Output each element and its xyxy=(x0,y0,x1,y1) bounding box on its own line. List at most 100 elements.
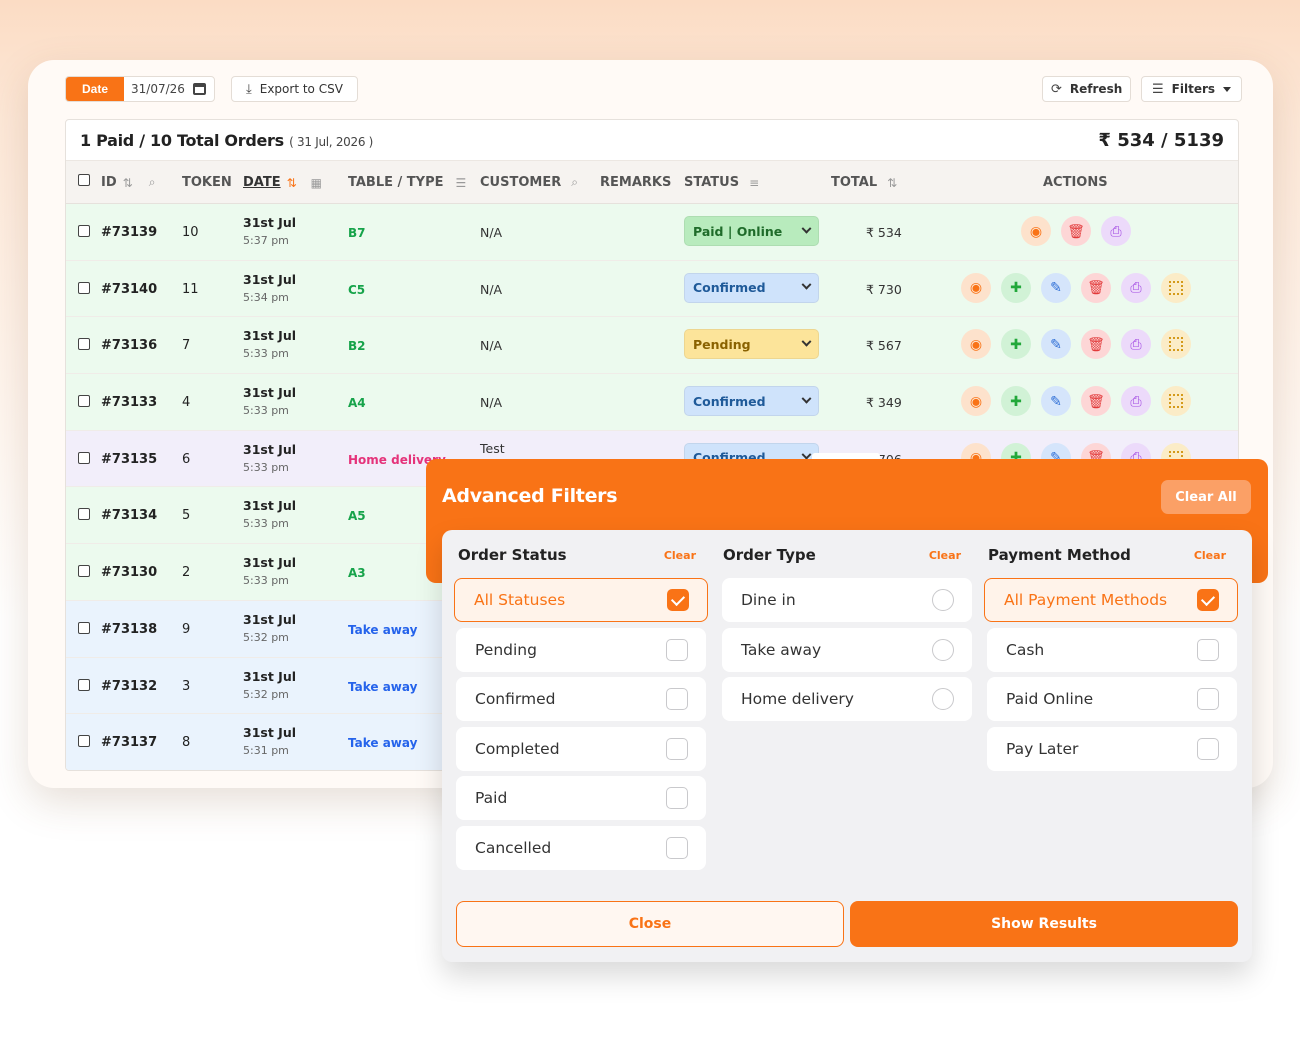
checkbox[interactable] xyxy=(666,688,688,710)
select-all-checkbox[interactable] xyxy=(78,174,90,186)
checkbox[interactable] xyxy=(1197,639,1219,661)
eye-icon[interactable]: ◉ xyxy=(961,386,991,417)
row-checkbox[interactable] xyxy=(78,451,90,464)
eye-icon[interactable]: ◉ xyxy=(961,272,991,303)
search-icon[interactable]: ⌕ xyxy=(571,175,578,189)
list-icon[interactable]: ☰ xyxy=(455,175,467,190)
search-icon[interactable]: ⌕ xyxy=(148,175,156,189)
status-option-confirmed[interactable]: Confirmed xyxy=(456,677,706,721)
status-option-cancelled[interactable]: Cancelled xyxy=(456,826,706,870)
table-row[interactable]: #73133 4 31st Jul 5:33 pm A4 N/A Confirme… xyxy=(66,374,1238,431)
status-dropdown[interactable]: Confirmed xyxy=(684,272,819,303)
qr-code-icon[interactable] xyxy=(1161,272,1191,303)
radio-button[interactable] xyxy=(932,589,954,611)
order-type-clear[interactable]: Clear xyxy=(928,549,961,562)
row-checkbox[interactable] xyxy=(78,338,90,351)
header-id[interactable]: ID xyxy=(101,175,117,190)
order-id[interactable]: #73139 xyxy=(101,225,158,240)
type-option-home-delivery[interactable]: Home delivery xyxy=(722,677,972,721)
export-csv-button[interactable]: ⤓ Export to CSV xyxy=(231,76,358,102)
row-checkbox[interactable] xyxy=(78,225,90,237)
type-option-dine-in[interactable]: Dine in xyxy=(722,578,972,622)
header-customer: CUSTOMER xyxy=(480,175,562,190)
edit-icon[interactable]: ✎ xyxy=(1041,272,1071,303)
row-checkbox[interactable] xyxy=(78,508,90,521)
order-id[interactable]: #73134 xyxy=(101,508,158,524)
checkbox[interactable] xyxy=(666,738,688,760)
row-checkbox[interactable] xyxy=(78,678,90,691)
date-picker[interactable]: Date 31/07/26 xyxy=(65,76,215,102)
plus-icon[interactable]: ✚ xyxy=(1001,329,1031,360)
status-option-pending[interactable]: Pending xyxy=(456,628,706,672)
order-table: A5 xyxy=(348,509,366,524)
trash-icon[interactable]: 🗑 xyxy=(1081,386,1111,417)
radio-button[interactable] xyxy=(932,639,954,661)
payment-option-all[interactable]: All Payment Methods xyxy=(984,578,1238,622)
checkbox[interactable] xyxy=(666,639,688,661)
status-option-paid[interactable]: Paid xyxy=(456,776,706,820)
payment-option-paid-online[interactable]: Paid Online xyxy=(987,677,1237,721)
payment-option-cash[interactable]: Cash xyxy=(987,628,1237,672)
status-option-all[interactable]: All Statuses xyxy=(454,578,708,622)
status-dropdown[interactable]: Paid | Online xyxy=(684,216,819,246)
order-id[interactable]: #73130 xyxy=(101,565,158,581)
header-date[interactable]: DATE xyxy=(243,175,281,190)
order-token: 2 xyxy=(182,565,191,581)
order-id[interactable]: #73132 xyxy=(101,678,158,694)
qr-code-icon[interactable] xyxy=(1161,386,1191,417)
printer-icon[interactable]: ⎙ xyxy=(1121,386,1151,417)
row-checkbox[interactable] xyxy=(78,281,90,294)
plus-icon[interactable]: ✚ xyxy=(1001,272,1031,303)
edit-icon[interactable]: ✎ xyxy=(1041,329,1071,360)
clear-all-button[interactable]: Clear All xyxy=(1161,480,1251,514)
close-button[interactable]: Close xyxy=(456,901,844,947)
eye-icon[interactable]: ◉ xyxy=(1021,216,1051,246)
order-id[interactable]: #73133 xyxy=(101,395,158,411)
checkbox[interactable] xyxy=(1197,738,1219,760)
plus-icon[interactable]: ✚ xyxy=(1001,386,1031,417)
calendar-icon[interactable]: ▦ xyxy=(310,175,322,190)
row-checkbox[interactable] xyxy=(78,395,90,408)
status-option-completed[interactable]: Completed xyxy=(456,727,706,771)
filters-button[interactable]: ☰ Filters xyxy=(1141,76,1243,102)
edit-icon[interactable]: ✎ xyxy=(1041,386,1071,417)
sort-icon[interactable]: ⇅ xyxy=(887,175,898,190)
show-results-button[interactable]: Show Results xyxy=(850,901,1238,947)
row-checkbox[interactable] xyxy=(78,621,90,634)
calendar-icon[interactable] xyxy=(192,83,206,95)
order-id[interactable]: #73135 xyxy=(101,451,158,467)
trash-icon[interactable]: 🗑 xyxy=(1081,329,1111,360)
printer-icon[interactable]: ⎙ xyxy=(1101,216,1131,246)
checkbox-checked[interactable] xyxy=(667,589,689,611)
sort-icon[interactable]: ⇅ xyxy=(122,175,133,190)
table-row[interactable]: #73140 11 31st Jul 5:34 pm C5 N/A Confirm… xyxy=(66,260,1238,318)
checkbox[interactable] xyxy=(1197,688,1219,710)
table-row[interactable]: #73136 7 31st Jul 5:33 pm B2 N/A Pending … xyxy=(66,317,1238,375)
order-status-clear[interactable]: Clear xyxy=(663,549,696,562)
order-id[interactable]: #73137 xyxy=(101,735,158,751)
row-checkbox[interactable] xyxy=(78,565,90,578)
order-id[interactable]: #73136 xyxy=(101,338,158,354)
trash-icon[interactable]: 🗑 xyxy=(1081,272,1111,303)
sort-icon[interactable]: ⇅ xyxy=(286,175,297,190)
type-option-take-away[interactable]: Take away xyxy=(722,628,972,672)
order-id[interactable]: #73140 xyxy=(101,281,158,297)
radio-button[interactable] xyxy=(932,688,954,710)
status-dropdown[interactable]: Confirmed xyxy=(684,386,819,417)
payment-option-pay-later[interactable]: Pay Later xyxy=(987,727,1237,771)
row-checkbox[interactable] xyxy=(78,735,90,748)
checkbox-checked[interactable] xyxy=(1197,589,1219,611)
filter-icon[interactable]: ≡ xyxy=(749,175,760,190)
trash-icon[interactable]: 🗑 xyxy=(1061,216,1091,246)
qr-code-icon[interactable] xyxy=(1161,329,1191,360)
checkbox[interactable] xyxy=(666,837,688,859)
table-row[interactable]: #73139 10 31st Jul 5:37 pm B7 N/A Paid | … xyxy=(66,204,1238,261)
status-dropdown[interactable]: Pending xyxy=(684,329,819,360)
checkbox[interactable] xyxy=(666,787,688,809)
order-id[interactable]: #73138 xyxy=(101,621,158,637)
printer-icon[interactable]: ⎙ xyxy=(1121,272,1151,303)
payment-method-clear[interactable]: Clear xyxy=(1193,549,1226,562)
printer-icon[interactable]: ⎙ xyxy=(1121,329,1151,360)
eye-icon[interactable]: ◉ xyxy=(961,329,991,360)
refresh-button[interactable]: ⟳ Refresh xyxy=(1042,76,1132,102)
